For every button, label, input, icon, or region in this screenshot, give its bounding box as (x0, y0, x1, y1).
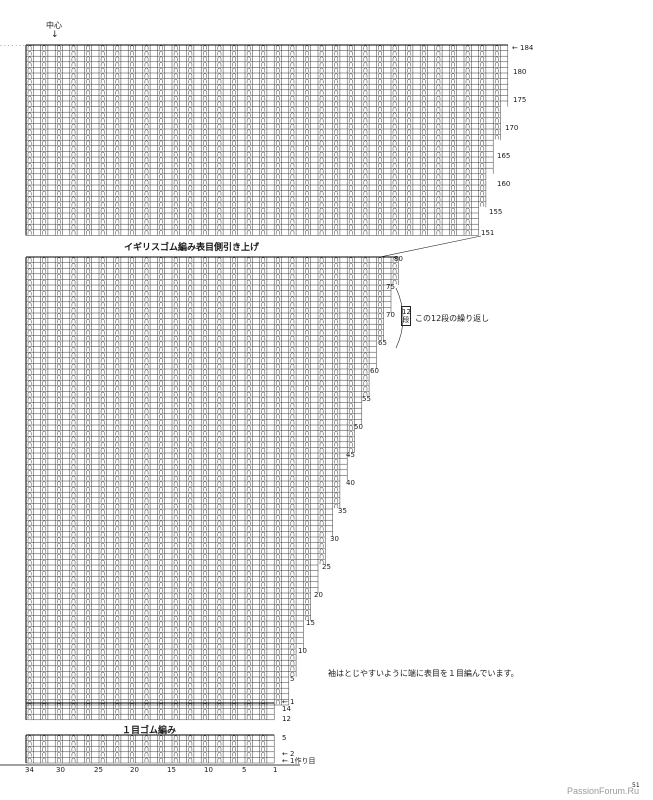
middle-grid-lines-outline (25, 256, 399, 705)
stitch-number-5: 5 (242, 766, 247, 774)
stitch-number-1: 1 (273, 766, 278, 774)
repeat-note: この12段の繰り返し (415, 314, 490, 323)
left-arrow-icon: ← (282, 698, 288, 706)
top-section-caption: イギリスゴム編み表目側引き上げ (124, 243, 260, 253)
left-arrow-icon: ← (282, 750, 288, 758)
rib-top-lines-outline (25, 702, 275, 720)
rib-chart-grid (25, 702, 275, 764)
row-label-155: 155 (489, 208, 503, 216)
row-label-160: 160 (497, 180, 511, 188)
row-label-1: 1 (290, 698, 295, 706)
rib-row-label-1: 1作り目 (290, 757, 316, 765)
stitch-number-34: 34 (25, 766, 34, 774)
row-label-55: 55 (362, 395, 371, 403)
row-label-45: 45 (346, 451, 355, 459)
rib-row-label-5: 5 (282, 734, 287, 742)
row-label-50: 50 (354, 423, 363, 431)
stitch-number-20: 20 (130, 766, 139, 774)
row-label-25: 25 (322, 563, 331, 571)
down-arrow-icon: ↓ (51, 30, 59, 40)
row-label-175: 175 (513, 96, 527, 104)
side-note: 袖はとじやすいように端に表目を１目編んでいます。 (328, 669, 519, 678)
middle-chart-grid (25, 256, 399, 706)
left-arrow-icon: ← (512, 44, 518, 52)
dotted-center-line: · · · · · · · · · (0, 43, 33, 50)
repeat-bracket (395, 287, 404, 349)
rib-bottom-lines-outline (25, 734, 275, 763)
row-label-30: 30 (330, 535, 339, 543)
stitch-number-25: 25 (94, 766, 103, 774)
row-label-60: 60 (370, 367, 379, 375)
row-label-5: 5 (290, 675, 295, 683)
middle-grid-lines (25, 256, 399, 706)
chart-annotations (0, 235, 482, 766)
row-label-180: 180 (513, 68, 527, 76)
bottom-section-caption: １目ゴム編み (122, 726, 177, 736)
row-label-40: 40 (346, 479, 355, 487)
top-grid-lines (25, 44, 509, 236)
row-label-20: 20 (314, 591, 323, 599)
row-label-35: 35 (338, 507, 347, 515)
stitch-number-15: 15 (167, 766, 176, 774)
row-label-165: 165 (497, 152, 511, 160)
rib-top-lines (25, 702, 275, 721)
stitch-number-30: 30 (56, 766, 65, 774)
page-number: 51 (632, 782, 640, 789)
row-label-184: 184 (520, 44, 534, 52)
row-label-151: 151 (481, 229, 495, 237)
center-label: 中心 (46, 21, 62, 30)
rib-row-label-2: 2 (290, 750, 295, 758)
row-label-65: 65 (378, 339, 387, 347)
top-chart-grid (25, 44, 509, 236)
watermark: PassionForum.Ru (566, 786, 639, 796)
repeat-box: 12段 (401, 306, 411, 326)
row-label-80: 80 (394, 255, 403, 263)
row-label-170: 170 (505, 124, 519, 132)
top-grid-lines-outline (25, 44, 508, 236)
connector-line (379, 235, 482, 258)
row-label-10: 10 (298, 647, 307, 655)
row-label-75: 75 (386, 283, 395, 291)
row-label-12: 12 (282, 715, 291, 723)
stitch-number-10: 10 (204, 766, 213, 774)
row-label-70: 70 (386, 311, 395, 319)
rib-bottom-lines (25, 734, 275, 764)
row-label-15: 15 (306, 619, 315, 627)
left-arrow-icon: ← (282, 757, 288, 765)
row-label-14: 14 (282, 705, 291, 713)
